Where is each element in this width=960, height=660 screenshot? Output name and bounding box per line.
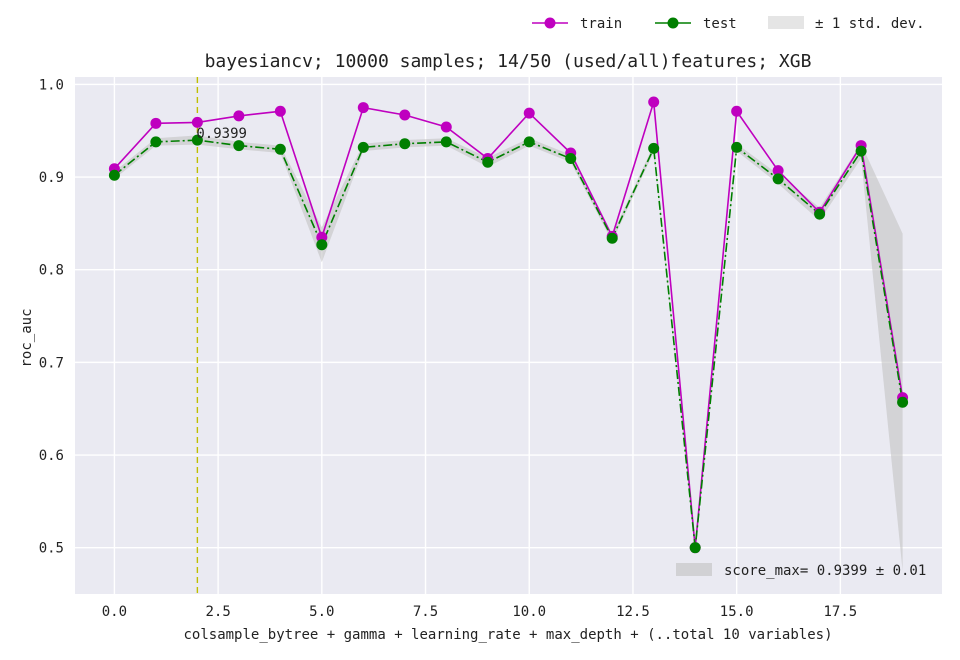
- best-score-label: 0.9399: [196, 126, 247, 142]
- series-test-point: [108, 169, 120, 181]
- plot-background: [75, 77, 942, 594]
- series-test-line: [113, 139, 904, 548]
- legend: train test ± 1 std. dev.: [532, 16, 925, 32]
- x-tick-label: 15.0: [720, 604, 754, 620]
- series-test-point: [150, 136, 162, 148]
- chart-title: bayesiancv; 10000 samples; 14/50 (used/a…: [205, 51, 812, 72]
- series-test-point: [648, 142, 660, 154]
- series-test-point: [772, 173, 784, 185]
- legend-test-marker: [667, 17, 679, 29]
- series-train-point: [648, 96, 660, 108]
- x-axis-ticks: 0.0 2.5 5.0 7.5 10.0 12.5 15.0 17.5: [102, 604, 857, 620]
- series-test-point: [274, 143, 286, 155]
- x-tick-label: 17.5: [824, 604, 858, 620]
- series-train-point: [731, 105, 743, 117]
- x-axis-label: colsample_bytree + gamma + learning_rate…: [183, 627, 832, 643]
- points-layer: [108, 96, 909, 554]
- series-layer: [113, 101, 904, 548]
- legend-train-label: train: [580, 16, 622, 32]
- series-test-point: [191, 134, 203, 146]
- y-tick-label: 0.6: [39, 448, 64, 464]
- series-train-point: [150, 117, 162, 129]
- series-test-point: [399, 138, 411, 150]
- series-test-point: [523, 136, 535, 148]
- legend-train-marker: [544, 17, 556, 29]
- score-legend: score_max= 0.9399 ± 0.01: [676, 563, 926, 579]
- y-tick-label: 0.5: [39, 541, 64, 557]
- series-train-point: [399, 109, 411, 121]
- x-tick-label: 7.5: [413, 604, 438, 620]
- y-tick-label: 1.0: [39, 77, 64, 93]
- series-test-point: [897, 396, 909, 408]
- series-test-point: [689, 542, 701, 554]
- series-test-point: [482, 156, 494, 168]
- score-max-label: score_max= 0.9399 ± 0.01: [724, 563, 926, 579]
- series-test-point: [565, 153, 577, 165]
- y-axis-label: roc_auc: [19, 308, 35, 367]
- series-train-point: [191, 116, 203, 128]
- series-train-point: [523, 107, 535, 119]
- legend-test-label: test: [703, 16, 737, 32]
- series-train-point: [440, 121, 452, 133]
- series-test-point: [855, 145, 867, 157]
- y-tick-label: 0.8: [39, 263, 64, 279]
- x-tick-label: 12.5: [616, 604, 650, 620]
- grid: [75, 77, 942, 594]
- series-train-point: [274, 105, 286, 117]
- series-test-point: [233, 140, 245, 152]
- legend-std-label: ± 1 std. dev.: [815, 16, 925, 32]
- x-tick-label: 5.0: [309, 604, 334, 620]
- series-test-point: [731, 141, 743, 153]
- series-train-line: [113, 101, 904, 548]
- y-tick-label: 0.7: [39, 355, 64, 371]
- x-tick-label: 2.5: [205, 604, 230, 620]
- series-test-point: [440, 136, 452, 148]
- series-test-point: [814, 208, 826, 220]
- x-tick-label: 0.0: [102, 604, 127, 620]
- score-swatch: [676, 563, 712, 576]
- series-train-point: [772, 165, 784, 177]
- legend-std-swatch: [768, 16, 804, 29]
- series-train-point: [233, 110, 245, 122]
- series-train-point: [357, 102, 369, 114]
- series-test-point: [606, 232, 618, 244]
- series-test-point: [357, 141, 369, 153]
- series-test-point: [316, 239, 328, 251]
- y-tick-label: 0.9: [39, 170, 64, 186]
- y-axis-ticks: 0.5 0.6 0.7 0.8 0.9 1.0: [39, 77, 64, 556]
- x-tick-label: 10.0: [512, 604, 546, 620]
